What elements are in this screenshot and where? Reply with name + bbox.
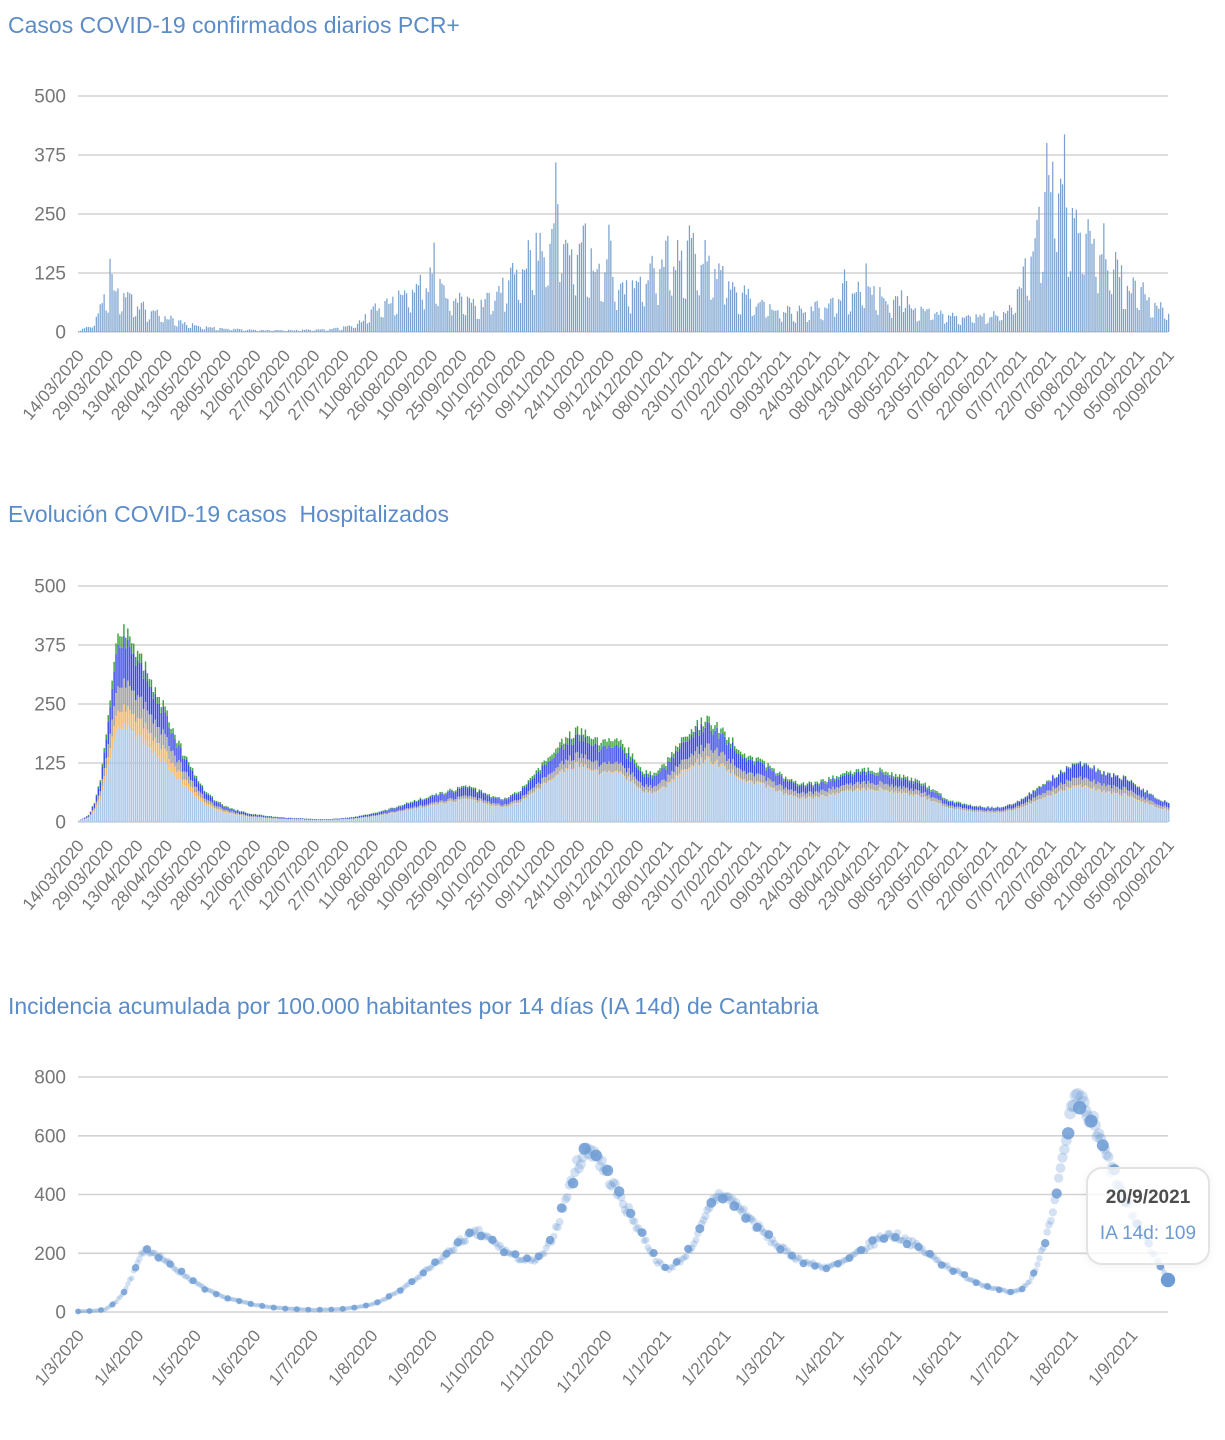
svg-text:1/8/2020: 1/8/2020 [325,1326,382,1389]
svg-text:200: 200 [34,1244,66,1265]
svg-text:125: 125 [34,754,66,775]
svg-text:500: 500 [34,87,66,108]
tooltip-value: IA 14d: 109 [1099,1223,1197,1244]
svg-text:400: 400 [34,1185,66,1206]
svg-text:1/5/2021: 1/5/2021 [848,1326,905,1389]
svg-text:0: 0 [55,1303,66,1324]
svg-text:1/9/2021: 1/9/2021 [1084,1326,1141,1389]
svg-text:1/6/2020: 1/6/2020 [207,1326,264,1389]
svg-text:250: 250 [34,695,66,716]
hospitalized-title: Evolución COVID-19 casos Hospitalizados [8,501,450,527]
svg-text:800: 800 [34,1068,66,1089]
daily-cases-axes: 012525037550014/03/202029/03/202013/04/2… [19,87,1178,424]
svg-text:1/2/2021: 1/2/2021 [678,1326,735,1389]
svg-text:1/9/2020: 1/9/2020 [384,1326,441,1389]
svg-text:1/10/2020: 1/10/2020 [436,1326,499,1396]
svg-text:0: 0 [55,813,66,834]
incidence-title: Incidencia acumulada por 100.000 habitan… [8,993,819,1019]
svg-text:1/3/2020: 1/3/2020 [31,1326,88,1389]
incidence-tooltip: 20/9/2021 IA 14d: 109 [1086,1167,1210,1265]
selected-point [1160,1272,1176,1288]
svg-text:1/8/2021: 1/8/2021 [1025,1326,1082,1389]
svg-text:375: 375 [34,636,66,657]
svg-text:1/12/2020: 1/12/2020 [553,1326,616,1396]
svg-text:1/11/2020: 1/11/2020 [496,1326,558,1395]
tooltip-date: 20/9/2021 [1105,1187,1191,1208]
svg-text:500: 500 [34,577,66,598]
svg-text:375: 375 [34,146,66,167]
hospitalized-axes: 012525037550014/03/202029/03/202013/04/2… [19,577,1178,914]
hospitalized-stacked-bars[interactable] [78,624,1170,822]
daily-cases-bars[interactable] [78,134,1170,332]
svg-text:1/1/2021: 1/1/2021 [618,1326,675,1389]
svg-text:600: 600 [34,1126,66,1147]
svg-text:125: 125 [34,264,66,285]
svg-text:1/4/2021: 1/4/2021 [791,1326,848,1389]
svg-text:0: 0 [55,323,66,344]
svg-text:1/6/2021: 1/6/2021 [908,1326,965,1389]
svg-text:1/3/2021: 1/3/2021 [731,1326,788,1389]
svg-text:1/4/2020: 1/4/2020 [90,1326,147,1389]
svg-text:1/7/2020: 1/7/2020 [265,1326,322,1389]
svg-text:1/7/2021: 1/7/2021 [966,1326,1023,1389]
daily-cases-title: Casos COVID-19 confirmados diarios PCR+ [8,12,460,38]
incidence-dots[interactable] [75,1088,1176,1315]
svg-text:1/5/2020: 1/5/2020 [148,1326,205,1389]
svg-text:250: 250 [34,205,66,226]
